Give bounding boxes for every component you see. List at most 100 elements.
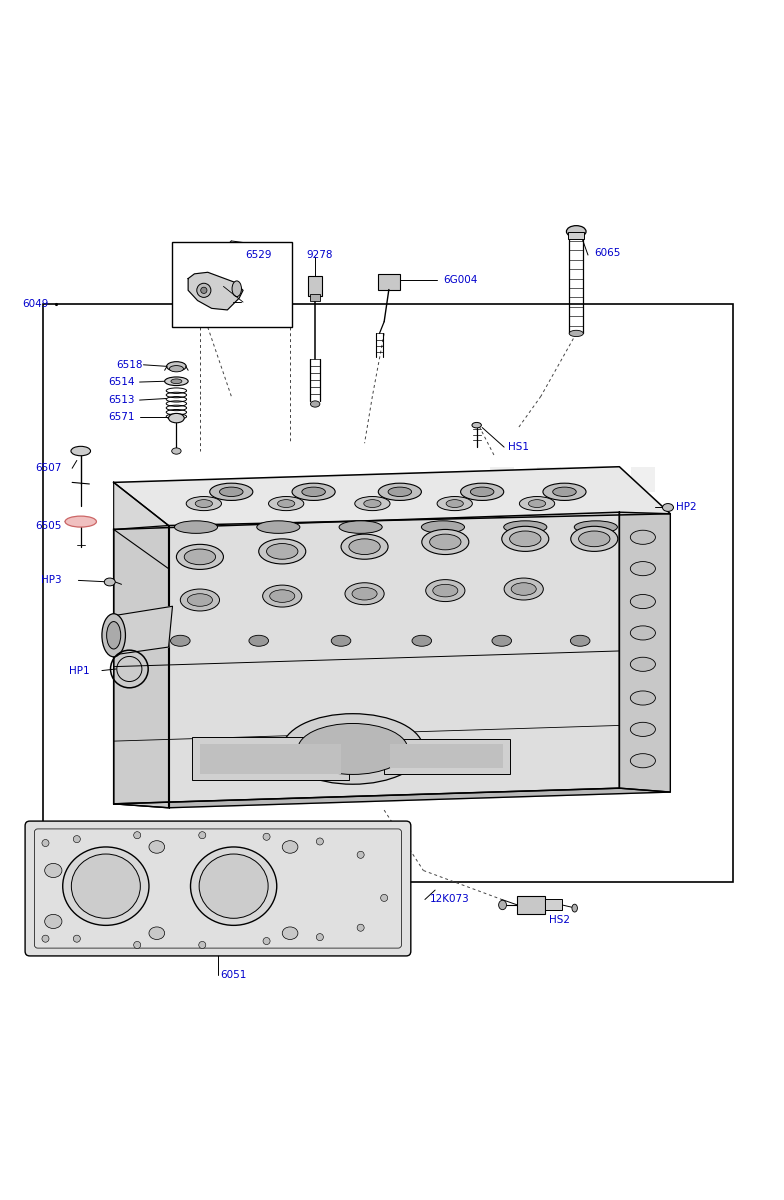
Text: c  a: c a xyxy=(235,593,265,607)
Bar xyxy=(608,544,631,569)
Ellipse shape xyxy=(570,635,590,647)
Ellipse shape xyxy=(298,724,408,774)
FancyBboxPatch shape xyxy=(25,821,411,956)
Ellipse shape xyxy=(388,487,412,497)
Ellipse shape xyxy=(263,833,270,840)
Ellipse shape xyxy=(292,484,336,500)
Bar xyxy=(537,467,561,492)
Bar xyxy=(43,304,733,882)
Ellipse shape xyxy=(345,583,384,605)
Bar xyxy=(310,294,320,300)
Ellipse shape xyxy=(499,900,506,910)
Bar xyxy=(568,232,584,239)
Polygon shape xyxy=(114,512,619,804)
Ellipse shape xyxy=(422,521,464,533)
Ellipse shape xyxy=(184,550,216,565)
Polygon shape xyxy=(114,606,172,655)
Text: HP3: HP3 xyxy=(41,575,61,586)
Text: 9278: 9278 xyxy=(307,250,333,260)
Ellipse shape xyxy=(528,499,546,508)
Ellipse shape xyxy=(263,937,270,944)
Text: 6518: 6518 xyxy=(116,360,143,370)
Bar xyxy=(466,544,490,569)
Bar xyxy=(631,517,655,544)
Ellipse shape xyxy=(174,521,217,533)
Text: 6G004: 6G004 xyxy=(443,275,477,286)
Ellipse shape xyxy=(169,414,184,422)
Bar xyxy=(584,517,608,544)
Ellipse shape xyxy=(71,854,140,918)
Ellipse shape xyxy=(470,487,494,497)
Ellipse shape xyxy=(331,635,351,647)
Ellipse shape xyxy=(316,838,323,845)
Ellipse shape xyxy=(437,497,472,511)
Bar xyxy=(308,276,322,296)
Ellipse shape xyxy=(199,832,205,839)
Ellipse shape xyxy=(263,586,302,607)
Ellipse shape xyxy=(249,635,268,647)
Ellipse shape xyxy=(571,527,618,551)
Ellipse shape xyxy=(302,487,325,497)
Ellipse shape xyxy=(354,497,390,511)
Ellipse shape xyxy=(430,534,461,550)
Ellipse shape xyxy=(195,499,212,508)
Text: 6049: 6049 xyxy=(22,299,49,308)
Text: 6513: 6513 xyxy=(108,395,135,406)
Ellipse shape xyxy=(380,894,387,901)
Ellipse shape xyxy=(267,544,298,559)
Ellipse shape xyxy=(433,584,458,596)
Text: 12K073: 12K073 xyxy=(430,894,470,905)
Bar xyxy=(490,467,514,492)
Ellipse shape xyxy=(45,864,62,877)
Ellipse shape xyxy=(339,521,383,533)
Ellipse shape xyxy=(42,935,49,942)
Bar xyxy=(490,517,514,544)
Ellipse shape xyxy=(282,714,423,785)
Ellipse shape xyxy=(171,635,191,647)
Ellipse shape xyxy=(282,841,298,853)
Ellipse shape xyxy=(630,658,655,671)
Ellipse shape xyxy=(630,626,655,640)
Bar xyxy=(631,467,655,492)
Text: 6507: 6507 xyxy=(35,463,62,473)
Text: HS1: HS1 xyxy=(508,442,529,452)
Ellipse shape xyxy=(149,926,165,940)
Ellipse shape xyxy=(63,847,149,925)
Ellipse shape xyxy=(171,379,182,384)
Ellipse shape xyxy=(349,539,380,554)
Ellipse shape xyxy=(149,841,165,853)
Ellipse shape xyxy=(520,497,555,511)
Ellipse shape xyxy=(579,532,610,547)
Ellipse shape xyxy=(209,484,252,500)
Ellipse shape xyxy=(268,497,303,511)
Ellipse shape xyxy=(102,613,125,656)
Ellipse shape xyxy=(199,942,205,948)
Polygon shape xyxy=(619,512,670,792)
Ellipse shape xyxy=(574,521,617,533)
Ellipse shape xyxy=(169,366,183,372)
Ellipse shape xyxy=(232,281,241,296)
Ellipse shape xyxy=(503,521,547,533)
Ellipse shape xyxy=(364,499,381,508)
Text: 6505: 6505 xyxy=(35,521,62,530)
Ellipse shape xyxy=(259,539,306,564)
Ellipse shape xyxy=(378,484,422,500)
Ellipse shape xyxy=(176,545,223,570)
Ellipse shape xyxy=(569,330,583,336)
Text: scuderia: scuderia xyxy=(214,542,507,602)
Ellipse shape xyxy=(630,530,655,545)
Ellipse shape xyxy=(74,835,81,842)
Text: 6571: 6571 xyxy=(108,413,135,422)
Bar xyxy=(200,744,341,774)
Ellipse shape xyxy=(282,926,298,940)
Bar xyxy=(561,544,584,569)
Bar xyxy=(514,492,537,517)
Ellipse shape xyxy=(630,691,655,706)
Bar xyxy=(466,492,490,517)
Ellipse shape xyxy=(460,484,503,500)
Ellipse shape xyxy=(187,594,212,606)
Bar xyxy=(192,737,349,780)
Ellipse shape xyxy=(316,934,323,941)
Bar xyxy=(584,467,608,492)
Bar xyxy=(517,896,545,913)
